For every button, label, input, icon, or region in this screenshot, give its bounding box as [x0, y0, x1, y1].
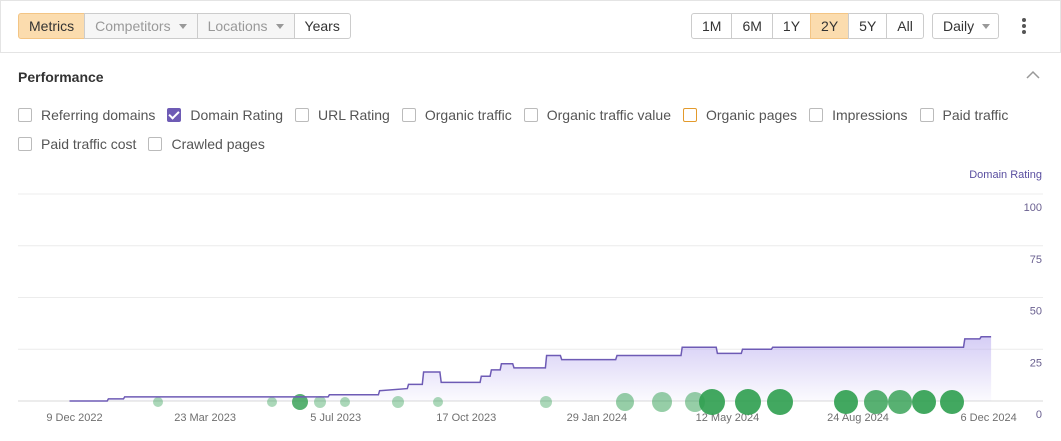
- y-tick-label: 50: [1030, 306, 1042, 318]
- toolbar-button[interactable]: 5Y: [848, 13, 888, 39]
- chart: Domain Rating 0 25 50 75 100 9 Dec 2022 23 Mar…: [18, 169, 1043, 424]
- toolbar: Metrics Competitors Locations Years 1M 6M 1Y 2…: [0, 0, 1061, 53]
- toolbar-button[interactable]: Locations: [196, 13, 295, 39]
- x-tick-label: 29 Jan 2024: [567, 412, 628, 424]
- x-tick-label: 5 Jul 2023: [310, 412, 361, 424]
- checkbox-label[interactable]: Referring domains: [41, 107, 156, 123]
- toolbar-button[interactable]: 6M: [731, 13, 773, 39]
- range-group: 1M 6M 1Y 2Y 5Y All: [691, 13, 924, 39]
- checkbox-box[interactable]: [683, 108, 697, 122]
- toolbar-button[interactable]: 2Y: [810, 13, 850, 39]
- y-tick-label: 25: [1030, 357, 1042, 369]
- checkbox-box[interactable]: [148, 137, 163, 151]
- checkbox-label[interactable]: Impressions: [832, 107, 908, 123]
- line-area: [69, 336, 992, 401]
- checkbox-label[interactable]: Crawled pages: [171, 136, 265, 152]
- checkbox[interactable]: Impressions: [809, 107, 908, 123]
- toolbar-button[interactable]: 1M: [691, 13, 733, 39]
- interval-dropdown[interactable]: Daily: [932, 13, 1000, 39]
- checkbox[interactable]: Domain Rating: [167, 107, 283, 123]
- event-markers: [153, 389, 964, 415]
- checkbox-box[interactable]: [919, 108, 934, 122]
- checkbox-label[interactable]: Organic traffic: [424, 107, 512, 123]
- checkbox[interactable]: URL Rating: [295, 107, 390, 123]
- x-tick-label: 23 Mar 2023: [174, 412, 236, 424]
- toolbar-button[interactable]: Competitors: [84, 13, 198, 39]
- x-tick-label: 12 May 2024: [696, 412, 760, 424]
- y-tick-label: 75: [1030, 254, 1042, 266]
- checkbox-box[interactable]: [18, 108, 32, 122]
- checkbox-box[interactable]: [809, 108, 824, 122]
- checkbox-label[interactable]: Organic pages: [706, 107, 798, 123]
- checkbox[interactable]: Organic traffic value: [523, 107, 671, 123]
- checkbox-label[interactable]: Paid traffic cost: [41, 136, 137, 152]
- toolbar-button[interactable]: All: [886, 13, 924, 39]
- checkbox-box[interactable]: [401, 108, 416, 122]
- checkbox-box[interactable]: [167, 108, 182, 122]
- x-tick-label: 6 Dec 2024: [960, 412, 1016, 424]
- checkbox-row: Referring domains Domain Rating URL Rating…: [18, 107, 1020, 123]
- checkbox-label[interactable]: Domain Rating: [190, 107, 283, 123]
- y-tick-label: 0: [1036, 409, 1042, 421]
- checkbox-label[interactable]: Paid traffic: [942, 107, 1009, 123]
- x-tick-label: 24 Aug 2024: [827, 412, 889, 424]
- x-tick-label: 9 Dec 2022: [46, 412, 102, 424]
- line: [69, 336, 992, 402]
- checkbox[interactable]: Crawled pages: [148, 136, 265, 152]
- checkbox-box[interactable]: [18, 137, 32, 151]
- more-menu[interactable]: [1019, 17, 1029, 37]
- checkbox[interactable]: Paid traffic: [919, 107, 1009, 123]
- checkbox[interactable]: Referring domains: [18, 107, 155, 123]
- checkbox[interactable]: Organic traffic: [401, 107, 512, 123]
- checkbox-box[interactable]: [523, 108, 538, 122]
- toolbar-button[interactable]: Metrics: [18, 13, 86, 39]
- panel-title: Performance: [18, 69, 104, 85]
- y-axis-label: Domain Rating: [969, 169, 1042, 181]
- collapse-icon[interactable]: [1026, 70, 1040, 80]
- checkbox-box[interactable]: [295, 108, 309, 122]
- toolbar-button[interactable]: 1Y: [771, 13, 812, 39]
- checkbox-label[interactable]: Organic traffic value: [546, 107, 671, 123]
- checkbox-label[interactable]: URL Rating: [318, 107, 390, 123]
- interval-group: Daily: [932, 13, 1000, 39]
- x-tick-label: 17 Oct 2023: [436, 412, 496, 424]
- checkbox[interactable]: Paid traffic cost: [18, 136, 136, 152]
- checkbox-row: Paid traffic cost Crawled pages: [18, 136, 277, 152]
- toolbar-button[interactable]: Years: [293, 13, 351, 39]
- y-tick-label: 100: [1024, 202, 1042, 214]
- checkbox[interactable]: Organic pages: [683, 107, 797, 123]
- tab-group: Metrics Competitors Locations Years: [18, 13, 351, 39]
